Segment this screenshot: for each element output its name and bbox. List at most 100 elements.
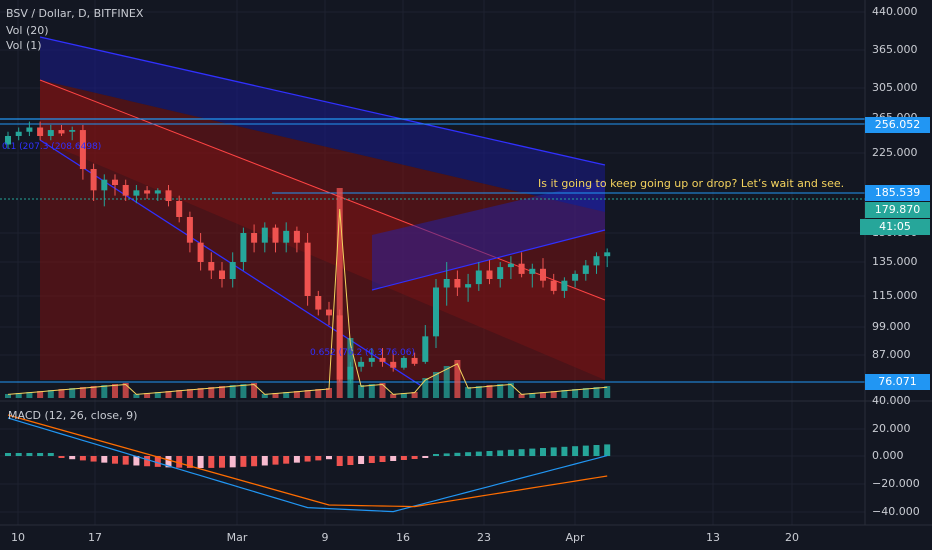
candle-body [251, 233, 258, 243]
candle-body [47, 130, 54, 136]
candle-body [101, 179, 108, 191]
macd-tick: −40.000 [872, 505, 920, 518]
macd-hist-bar [304, 456, 311, 462]
macd-hist-bar [572, 446, 579, 456]
volume-bar [550, 391, 557, 398]
macd-hist-bar [368, 456, 375, 463]
volume-bar [47, 390, 54, 398]
macd-hist-bar [47, 453, 54, 456]
candles [5, 121, 611, 384]
macd-hist-bar [90, 456, 97, 462]
price-tick: 99.000 [872, 320, 911, 333]
fib-label-top: 0.1 (207.3 (208.6498) [2, 142, 102, 152]
volume-bar [304, 390, 311, 398]
candle-body [229, 262, 236, 279]
candle-body [507, 263, 514, 268]
candle-body [379, 357, 386, 362]
macd-label[interactable]: MACD (12, 26, close, 9) [8, 409, 138, 422]
candle-body [122, 185, 129, 196]
volume-bar [37, 391, 44, 398]
time-tick: 17 [88, 531, 102, 544]
macd-hist-bar [486, 451, 493, 456]
candle-body [422, 336, 429, 362]
macd-hist-bar [390, 456, 397, 461]
candle-body [176, 201, 183, 217]
candle-body [197, 242, 204, 262]
timer-badge: 41:05 [860, 219, 930, 235]
volume-bar [15, 393, 22, 398]
volume-bar [197, 388, 204, 398]
vol1-label[interactable]: Vol (1) [6, 39, 42, 52]
candle-body [465, 284, 472, 288]
candle-body [411, 357, 418, 364]
volume-bar [101, 385, 108, 398]
macd-hist-bar [465, 452, 472, 456]
volume-bar [368, 384, 375, 398]
volume-bar [593, 387, 600, 398]
volume-bar [422, 378, 429, 398]
volume-bar [133, 394, 140, 398]
volume-bar [261, 394, 268, 398]
macd-hist-bar [422, 456, 429, 458]
macd-tick: 0.000 [872, 449, 904, 462]
macd-hist-bar [26, 453, 33, 456]
macd-hist-bar [443, 453, 450, 456]
candle-body [26, 127, 33, 132]
macd-hist-bar [507, 449, 514, 456]
macd-hist-bar [261, 456, 268, 466]
candle-body [5, 136, 11, 145]
vol20-label[interactable]: Vol (20) [6, 24, 49, 37]
macd-hist-bar [122, 456, 129, 465]
volume-bar [69, 388, 76, 398]
volume-bar [315, 389, 322, 398]
candle-body [336, 315, 343, 380]
macd-hist-bar [272, 456, 279, 465]
macd-hist-bar [400, 456, 407, 460]
volume-bar [26, 392, 33, 398]
time-tick: Apr [565, 531, 585, 544]
volume-bar [400, 393, 407, 398]
volume-bar [443, 366, 450, 398]
fib-label-bottom: 0.652 (76.2 (0.3 76.06) [310, 348, 415, 358]
macd-hist-bar [411, 456, 418, 459]
macd-hist-bar [529, 448, 536, 456]
macd-hist-bar [165, 456, 172, 468]
macd-hist-bar [133, 456, 140, 466]
volume-bar [336, 188, 343, 398]
volume-bar [219, 386, 225, 398]
resistance-badge: 256.052 [865, 117, 930, 133]
volume-bar [165, 391, 172, 398]
candle-body [90, 169, 97, 191]
macd-hist-bar [593, 445, 600, 456]
candle-body [518, 263, 525, 274]
candle-body [604, 252, 611, 257]
volume-bar [154, 392, 161, 398]
volume-bar [454, 360, 461, 398]
candle-body [272, 227, 279, 243]
candle-body [400, 357, 407, 368]
volume-bar [283, 392, 290, 398]
volume-bar [272, 393, 279, 398]
macd-hist-bar [144, 456, 151, 467]
volume-ma [7, 208, 608, 395]
channel-top [39, 36, 606, 166]
candle-body [593, 256, 600, 266]
volume-bar [144, 393, 151, 398]
time-tick: 9 [321, 531, 329, 544]
candle-body [304, 242, 311, 296]
annotation[interactable]: Is it going to keep going up or drop? Le… [538, 177, 845, 190]
candle-body [572, 273, 579, 281]
volume-bar [358, 385, 365, 398]
candle-body [540, 268, 546, 281]
volume-bar [411, 392, 418, 398]
macd-hist-bar [79, 456, 86, 461]
volume-bar [518, 394, 525, 398]
macd-hist-bar [561, 446, 568, 456]
candle-body [208, 262, 215, 271]
level-badge: 185.539 [865, 185, 930, 201]
candle-body [112, 179, 118, 185]
candle-body [144, 190, 151, 194]
volume-bar [240, 384, 247, 398]
